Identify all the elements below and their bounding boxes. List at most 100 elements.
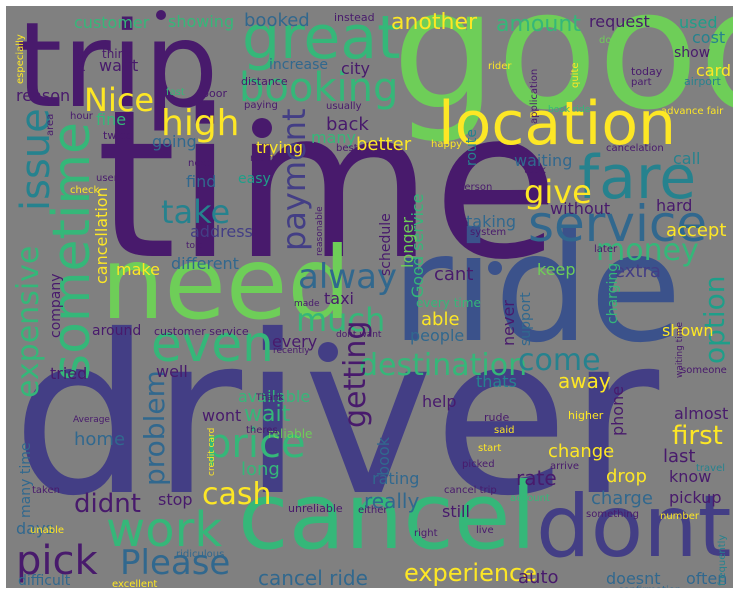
word: long	[241, 459, 280, 480]
word: done	[599, 35, 624, 46]
word: available	[238, 387, 311, 406]
word: another	[391, 10, 478, 35]
word: rider	[488, 61, 512, 72]
word: happy	[431, 139, 463, 150]
word: excellent	[112, 579, 158, 589]
word: number	[660, 511, 700, 522]
word: theres	[246, 425, 278, 436]
word: next	[188, 158, 211, 169]
word: support	[518, 292, 534, 346]
word: going	[152, 132, 197, 151]
word: people	[410, 326, 465, 345]
word: reach	[250, 153, 279, 164]
word: shown	[662, 321, 714, 340]
word: money	[596, 233, 699, 268]
word: book	[374, 437, 393, 476]
word: better	[356, 134, 412, 155]
word: stop	[158, 490, 193, 509]
word: cancel ride	[258, 566, 368, 588]
word: take	[161, 193, 231, 231]
word: quite	[570, 62, 581, 88]
word: extra	[614, 261, 661, 282]
word: last	[663, 446, 696, 467]
word: cant	[434, 264, 474, 285]
word: book ride	[548, 105, 591, 115]
word: doesnt	[606, 569, 661, 588]
word: account	[510, 493, 550, 504]
word: days	[16, 519, 54, 538]
word: fare	[578, 143, 697, 213]
word: either	[358, 505, 388, 516]
word: start	[478, 443, 502, 454]
word: recently	[273, 346, 310, 356]
word: booked	[244, 10, 310, 31]
word: give	[524, 173, 592, 211]
word: airport	[684, 75, 721, 88]
word: area	[45, 113, 56, 136]
word: credit card	[207, 427, 217, 476]
word: experience	[404, 559, 538, 587]
word: said	[494, 425, 515, 436]
word: user	[96, 173, 118, 184]
word: tried	[50, 364, 88, 383]
word: trying	[256, 138, 304, 157]
word: every	[272, 332, 318, 351]
word: customer	[74, 13, 150, 32]
word: keep	[537, 260, 576, 279]
word: taking	[466, 212, 517, 231]
word: come	[518, 343, 601, 378]
word: different	[171, 254, 239, 273]
word: schedule	[378, 213, 394, 276]
word: hard	[656, 196, 693, 215]
word: help	[422, 392, 457, 411]
word: change	[548, 441, 615, 462]
word: often	[686, 569, 728, 588]
word: best	[336, 143, 358, 154]
word: pick	[16, 538, 98, 584]
word: told	[186, 241, 204, 251]
word: alway	[298, 257, 398, 297]
word: dont	[536, 477, 732, 577]
word: showing	[168, 12, 235, 31]
word: cancel trip	[444, 485, 497, 496]
word: increase	[269, 57, 329, 73]
word: drop	[606, 466, 647, 487]
word: good	[392, 6, 733, 146]
word: someone	[681, 365, 727, 376]
word: first	[672, 421, 723, 451]
word: many	[311, 128, 356, 147]
word: ride	[391, 202, 682, 376]
word: used	[679, 13, 718, 32]
word: phone	[608, 385, 627, 436]
word: later	[594, 244, 618, 255]
dot-ornament	[318, 342, 338, 362]
word: reasonable	[315, 206, 325, 256]
word: cancellation	[92, 187, 111, 284]
word: reason	[16, 86, 71, 105]
word: trip	[16, 6, 219, 134]
dot-ornament	[156, 10, 166, 20]
word: arrive	[550, 461, 580, 472]
word: option	[698, 275, 731, 364]
word: company	[48, 273, 64, 338]
dot-ornament	[488, 261, 502, 275]
word: city	[341, 59, 370, 78]
word: paying	[244, 100, 278, 111]
word: made	[294, 299, 320, 309]
word: Average	[73, 415, 110, 425]
word: every time	[416, 296, 481, 310]
word: poor	[202, 87, 227, 100]
word: still	[442, 502, 470, 521]
word: especially	[15, 34, 26, 84]
word: charging	[605, 262, 621, 324]
word: think	[102, 47, 133, 61]
word: advance fair	[661, 106, 724, 117]
word: location	[438, 89, 677, 159]
word: system	[470, 227, 507, 238]
word: today	[631, 65, 663, 78]
word: know	[669, 467, 712, 486]
word: address	[190, 222, 253, 241]
word: twice	[103, 129, 133, 142]
word: dont want	[336, 330, 382, 340]
word: Nice	[84, 81, 155, 119]
